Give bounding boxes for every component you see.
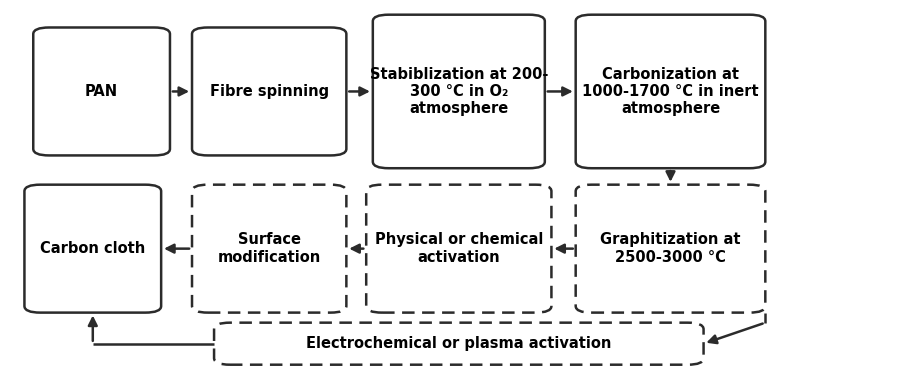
Text: Graphitization at
2500-3000 °C: Graphitization at 2500-3000 °C [600,232,741,265]
FancyBboxPatch shape [373,15,544,168]
Text: PAN: PAN [85,84,118,99]
FancyBboxPatch shape [366,185,552,313]
FancyBboxPatch shape [192,185,346,313]
FancyBboxPatch shape [192,28,346,156]
Text: Electrochemical or plasma activation: Electrochemical or plasma activation [306,336,611,351]
Text: Surface
modification: Surface modification [218,232,320,265]
Text: Fibre spinning: Fibre spinning [210,84,328,99]
Text: Physical or chemical
activation: Physical or chemical activation [374,232,543,265]
Text: Carbonization at
1000-1700 °C in inert
atmosphere: Carbonization at 1000-1700 °C in inert a… [582,66,759,116]
FancyBboxPatch shape [33,28,170,156]
FancyBboxPatch shape [576,185,765,313]
FancyBboxPatch shape [214,323,704,365]
FancyBboxPatch shape [24,185,161,313]
FancyBboxPatch shape [576,15,765,168]
Text: Stabiblization at 200-
300 °C in O₂
atmosphere: Stabiblization at 200- 300 °C in O₂ atmo… [370,66,548,116]
Text: Carbon cloth: Carbon cloth [40,241,146,256]
